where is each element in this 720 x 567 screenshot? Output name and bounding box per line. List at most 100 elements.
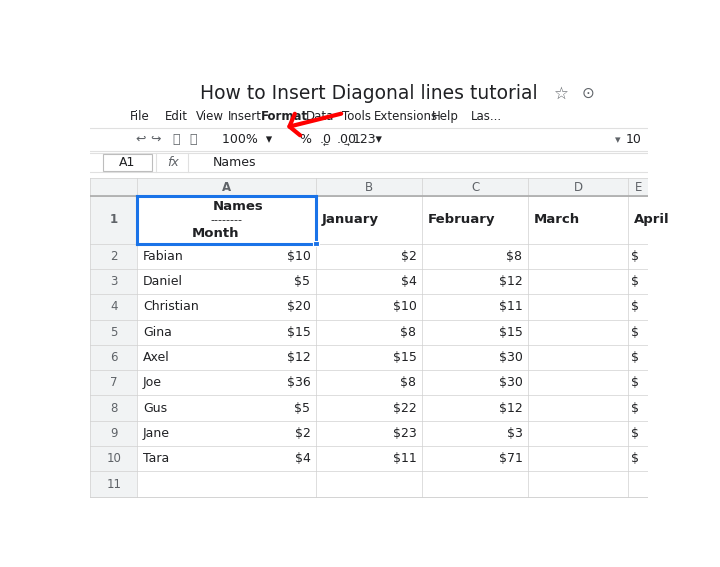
- Text: 7: 7: [110, 376, 117, 390]
- Text: 100%  ▾: 100% ▾: [222, 133, 272, 146]
- Text: 6: 6: [110, 351, 117, 364]
- Text: 9: 9: [110, 427, 117, 440]
- Bar: [138, 294, 648, 320]
- Text: Insert: Insert: [228, 111, 262, 124]
- Text: $11: $11: [499, 301, 523, 314]
- Text: →: →: [343, 143, 350, 149]
- Text: Joe: Joe: [143, 376, 162, 390]
- Text: $: $: [631, 376, 639, 390]
- Text: $10: $10: [287, 249, 310, 263]
- Text: Help: Help: [432, 111, 459, 124]
- Text: How to Insert Diagonal lines tutorial: How to Insert Diagonal lines tutorial: [200, 84, 538, 103]
- Text: File: File: [130, 111, 150, 124]
- Text: 2: 2: [110, 249, 117, 263]
- Text: $2: $2: [294, 427, 310, 440]
- Bar: [313, 241, 319, 246]
- Text: $8: $8: [506, 249, 523, 263]
- Bar: [138, 471, 648, 497]
- Text: ←: ←: [323, 143, 328, 149]
- Text: 10: 10: [626, 133, 642, 146]
- Text: $22: $22: [392, 401, 416, 414]
- Text: Axel: Axel: [143, 351, 170, 364]
- Bar: [138, 370, 648, 396]
- Text: $5: $5: [294, 401, 310, 414]
- Text: $4: $4: [400, 275, 416, 288]
- Text: 5: 5: [110, 325, 117, 338]
- Bar: [138, 345, 648, 370]
- FancyBboxPatch shape: [103, 154, 152, 171]
- Text: $4: $4: [294, 452, 310, 466]
- Text: $20: $20: [287, 301, 310, 314]
- Bar: [90, 178, 648, 196]
- Text: .00: .00: [337, 133, 356, 146]
- Text: $71: $71: [498, 452, 523, 466]
- Text: Gus: Gus: [143, 401, 167, 414]
- Text: $15: $15: [498, 325, 523, 338]
- Bar: [138, 446, 648, 471]
- Text: Tools: Tools: [342, 111, 371, 124]
- Text: 🖨: 🖨: [173, 133, 180, 146]
- Bar: [138, 244, 648, 269]
- Text: $: $: [631, 452, 639, 466]
- Text: Tara: Tara: [143, 452, 169, 466]
- Text: ⊙: ⊙: [582, 86, 595, 101]
- Text: A1: A1: [120, 156, 135, 169]
- Text: Christian: Christian: [143, 301, 199, 314]
- Bar: [138, 320, 648, 345]
- Text: April: April: [634, 213, 670, 226]
- Text: Month: Month: [192, 227, 239, 240]
- Text: $15: $15: [287, 325, 310, 338]
- Text: $3: $3: [507, 427, 523, 440]
- Text: $5: $5: [294, 275, 310, 288]
- Text: $: $: [631, 427, 639, 440]
- Text: 3: 3: [110, 275, 117, 288]
- Text: B: B: [365, 181, 373, 194]
- Text: $11: $11: [392, 452, 416, 466]
- Text: --------: --------: [211, 215, 243, 225]
- Text: 4: 4: [110, 301, 117, 314]
- Text: Gina: Gina: [143, 325, 172, 338]
- Text: 1: 1: [109, 213, 118, 226]
- Text: $: $: [631, 351, 639, 364]
- Text: $: $: [631, 249, 639, 263]
- Text: $12: $12: [287, 351, 310, 364]
- Text: 🖌: 🖌: [189, 133, 197, 146]
- Text: Edit: Edit: [165, 111, 188, 124]
- Text: .0: .0: [320, 133, 331, 146]
- Text: $2: $2: [400, 249, 416, 263]
- Text: $12: $12: [499, 275, 523, 288]
- Text: ↪: ↪: [150, 133, 161, 146]
- Text: Jane: Jane: [143, 427, 170, 440]
- Text: View: View: [196, 111, 224, 124]
- Text: January: January: [322, 213, 379, 226]
- Text: 8: 8: [110, 401, 117, 414]
- Text: 11: 11: [107, 477, 121, 490]
- Text: Extensions: Extensions: [374, 111, 438, 124]
- Text: $12: $12: [499, 401, 523, 414]
- Text: ▾: ▾: [614, 134, 620, 145]
- Text: A: A: [222, 181, 231, 194]
- Text: February: February: [428, 213, 495, 226]
- Text: Names: Names: [213, 156, 256, 169]
- Text: $: $: [631, 401, 639, 414]
- Text: $30: $30: [498, 376, 523, 390]
- Bar: [138, 396, 648, 421]
- Text: 123▾: 123▾: [353, 133, 383, 146]
- Text: 10: 10: [107, 452, 121, 466]
- Text: Data: Data: [306, 111, 335, 124]
- Text: D: D: [574, 181, 582, 194]
- Text: $23: $23: [392, 427, 416, 440]
- Text: fx: fx: [167, 156, 179, 169]
- Text: Daniel: Daniel: [143, 275, 183, 288]
- Text: %: %: [299, 133, 311, 146]
- Text: $15: $15: [392, 351, 416, 364]
- Text: Fabian: Fabian: [143, 249, 184, 263]
- Bar: [138, 269, 648, 294]
- Text: Names: Names: [212, 200, 264, 213]
- Bar: [90, 178, 138, 497]
- Text: $10: $10: [392, 301, 416, 314]
- Bar: [138, 421, 648, 446]
- Text: $30: $30: [498, 351, 523, 364]
- Text: $8: $8: [400, 325, 416, 338]
- Text: ↩: ↩: [135, 133, 145, 146]
